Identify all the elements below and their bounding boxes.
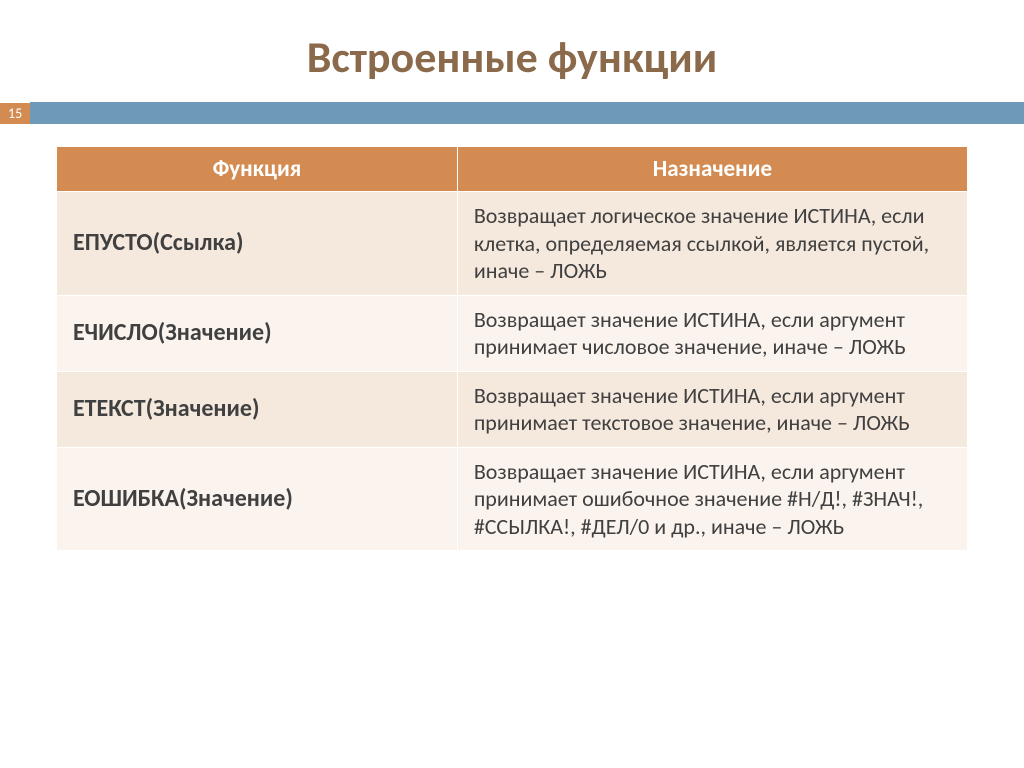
function-desc: Возвращает значение ИСТИНА, если аргумен… <box>457 295 967 371</box>
slide: { "title": "Встроенные функции", "pageNu… <box>0 0 1024 768</box>
function-desc: Возвращает значение ИСТИНА, если аргумен… <box>457 371 967 447</box>
accent-bar-row: 15 <box>0 102 1024 124</box>
table-container: Функция Назначение ЕПУСТО(Ссылка) Возвра… <box>0 146 1024 551</box>
table-header-row: Функция Назначение <box>57 147 968 192</box>
slide-title: Встроенные функции <box>0 30 1024 84</box>
header-function: Функция <box>57 147 458 192</box>
function-name: ЕЧИСЛО(Значение) <box>57 295 458 371</box>
table-row: ЕПУСТО(Ссылка) Возвращает логическое зна… <box>57 192 968 296</box>
function-name: ЕОШИБКА(Значение) <box>57 447 458 551</box>
function-name: ЕПУСТО(Ссылка) <box>57 192 458 296</box>
function-desc: Возвращает логическое значение ИСТИНА, е… <box>457 192 967 296</box>
function-name: ЕТЕКСТ(Значение) <box>57 371 458 447</box>
table-row: ЕЧИСЛО(Значение) Возвращает значение ИСТ… <box>57 295 968 371</box>
functions-table: Функция Назначение ЕПУСТО(Ссылка) Возвра… <box>56 146 968 551</box>
header-purpose: Назначение <box>457 147 967 192</box>
accent-bar <box>30 102 1024 124</box>
table-row: ЕТЕКСТ(Значение) Возвращает значение ИСТ… <box>57 371 968 447</box>
function-desc: Возвращает значение ИСТИНА, если аргумен… <box>457 447 967 551</box>
table-row: ЕОШИБКА(Значение) Возвращает значение ИС… <box>57 447 968 551</box>
page-number-badge: 15 <box>0 103 30 124</box>
title-area: Встроенные функции <box>0 0 1024 102</box>
